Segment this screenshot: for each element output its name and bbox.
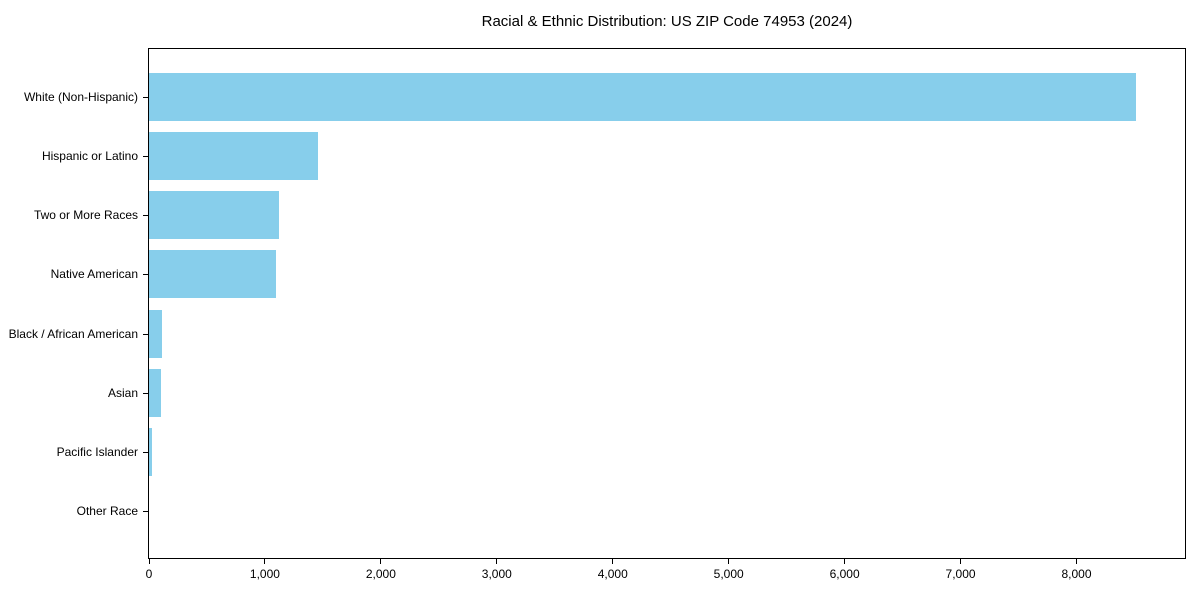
- bar-black-african-american: [149, 309, 163, 358]
- x-tick-label: 1,000: [249, 567, 280, 581]
- x-tick-mark: [148, 559, 150, 564]
- x-tick-label: 6,000: [829, 567, 860, 581]
- x-tick-mark: [1075, 559, 1077, 564]
- x-tick-mark: [612, 559, 614, 564]
- bar-asian: [149, 368, 161, 417]
- x-tick-label: 3,000: [481, 567, 512, 581]
- x-tick-label: 7,000: [945, 567, 976, 581]
- y-tick-label: Native American: [50, 267, 138, 282]
- x-tick-label: 4,000: [597, 567, 628, 581]
- x-tick-mark: [380, 559, 382, 564]
- chart-title: Racial & Ethnic Distribution: US ZIP Cod…: [481, 13, 853, 30]
- y-tick-label: Other Race: [76, 504, 138, 519]
- x-tick-label: 5,000: [713, 567, 744, 581]
- x-tick-mark: [728, 559, 730, 564]
- y-tick-mark: [143, 333, 148, 335]
- x-tick-label: 2,000: [365, 567, 396, 581]
- y-tick-mark: [143, 274, 148, 276]
- y-tick-label: Asian: [107, 385, 138, 400]
- x-tick-mark: [496, 559, 498, 564]
- bar-white-non-hispanic: [149, 73, 1136, 121]
- y-tick-label: Black / African American: [8, 326, 138, 341]
- plot-area: [148, 48, 1186, 559]
- y-tick-label: Pacific Islander: [56, 444, 138, 459]
- bar-pacific-islander: [149, 427, 153, 476]
- y-tick-mark: [143, 156, 148, 158]
- x-tick-label: 8,000: [1061, 567, 1092, 581]
- x-tick-label: 0: [145, 567, 153, 581]
- y-tick-label: Hispanic or Latino: [41, 149, 138, 164]
- y-tick-mark: [143, 215, 148, 217]
- x-tick-mark: [844, 559, 846, 564]
- x-tick-mark: [264, 559, 266, 564]
- x-tick-mark: [960, 559, 962, 564]
- bar-hispanic-or-latino: [149, 132, 319, 181]
- y-tick-mark: [143, 392, 148, 394]
- bar-native-american: [149, 250, 276, 299]
- y-tick-mark: [143, 511, 148, 513]
- y-tick-label: Two or More Races: [33, 208, 138, 223]
- y-tick-mark: [143, 451, 148, 453]
- bar-two-or-more-races: [149, 191, 280, 240]
- y-tick-mark: [143, 97, 148, 98]
- y-tick-label: White (Non-Hispanic): [23, 90, 138, 104]
